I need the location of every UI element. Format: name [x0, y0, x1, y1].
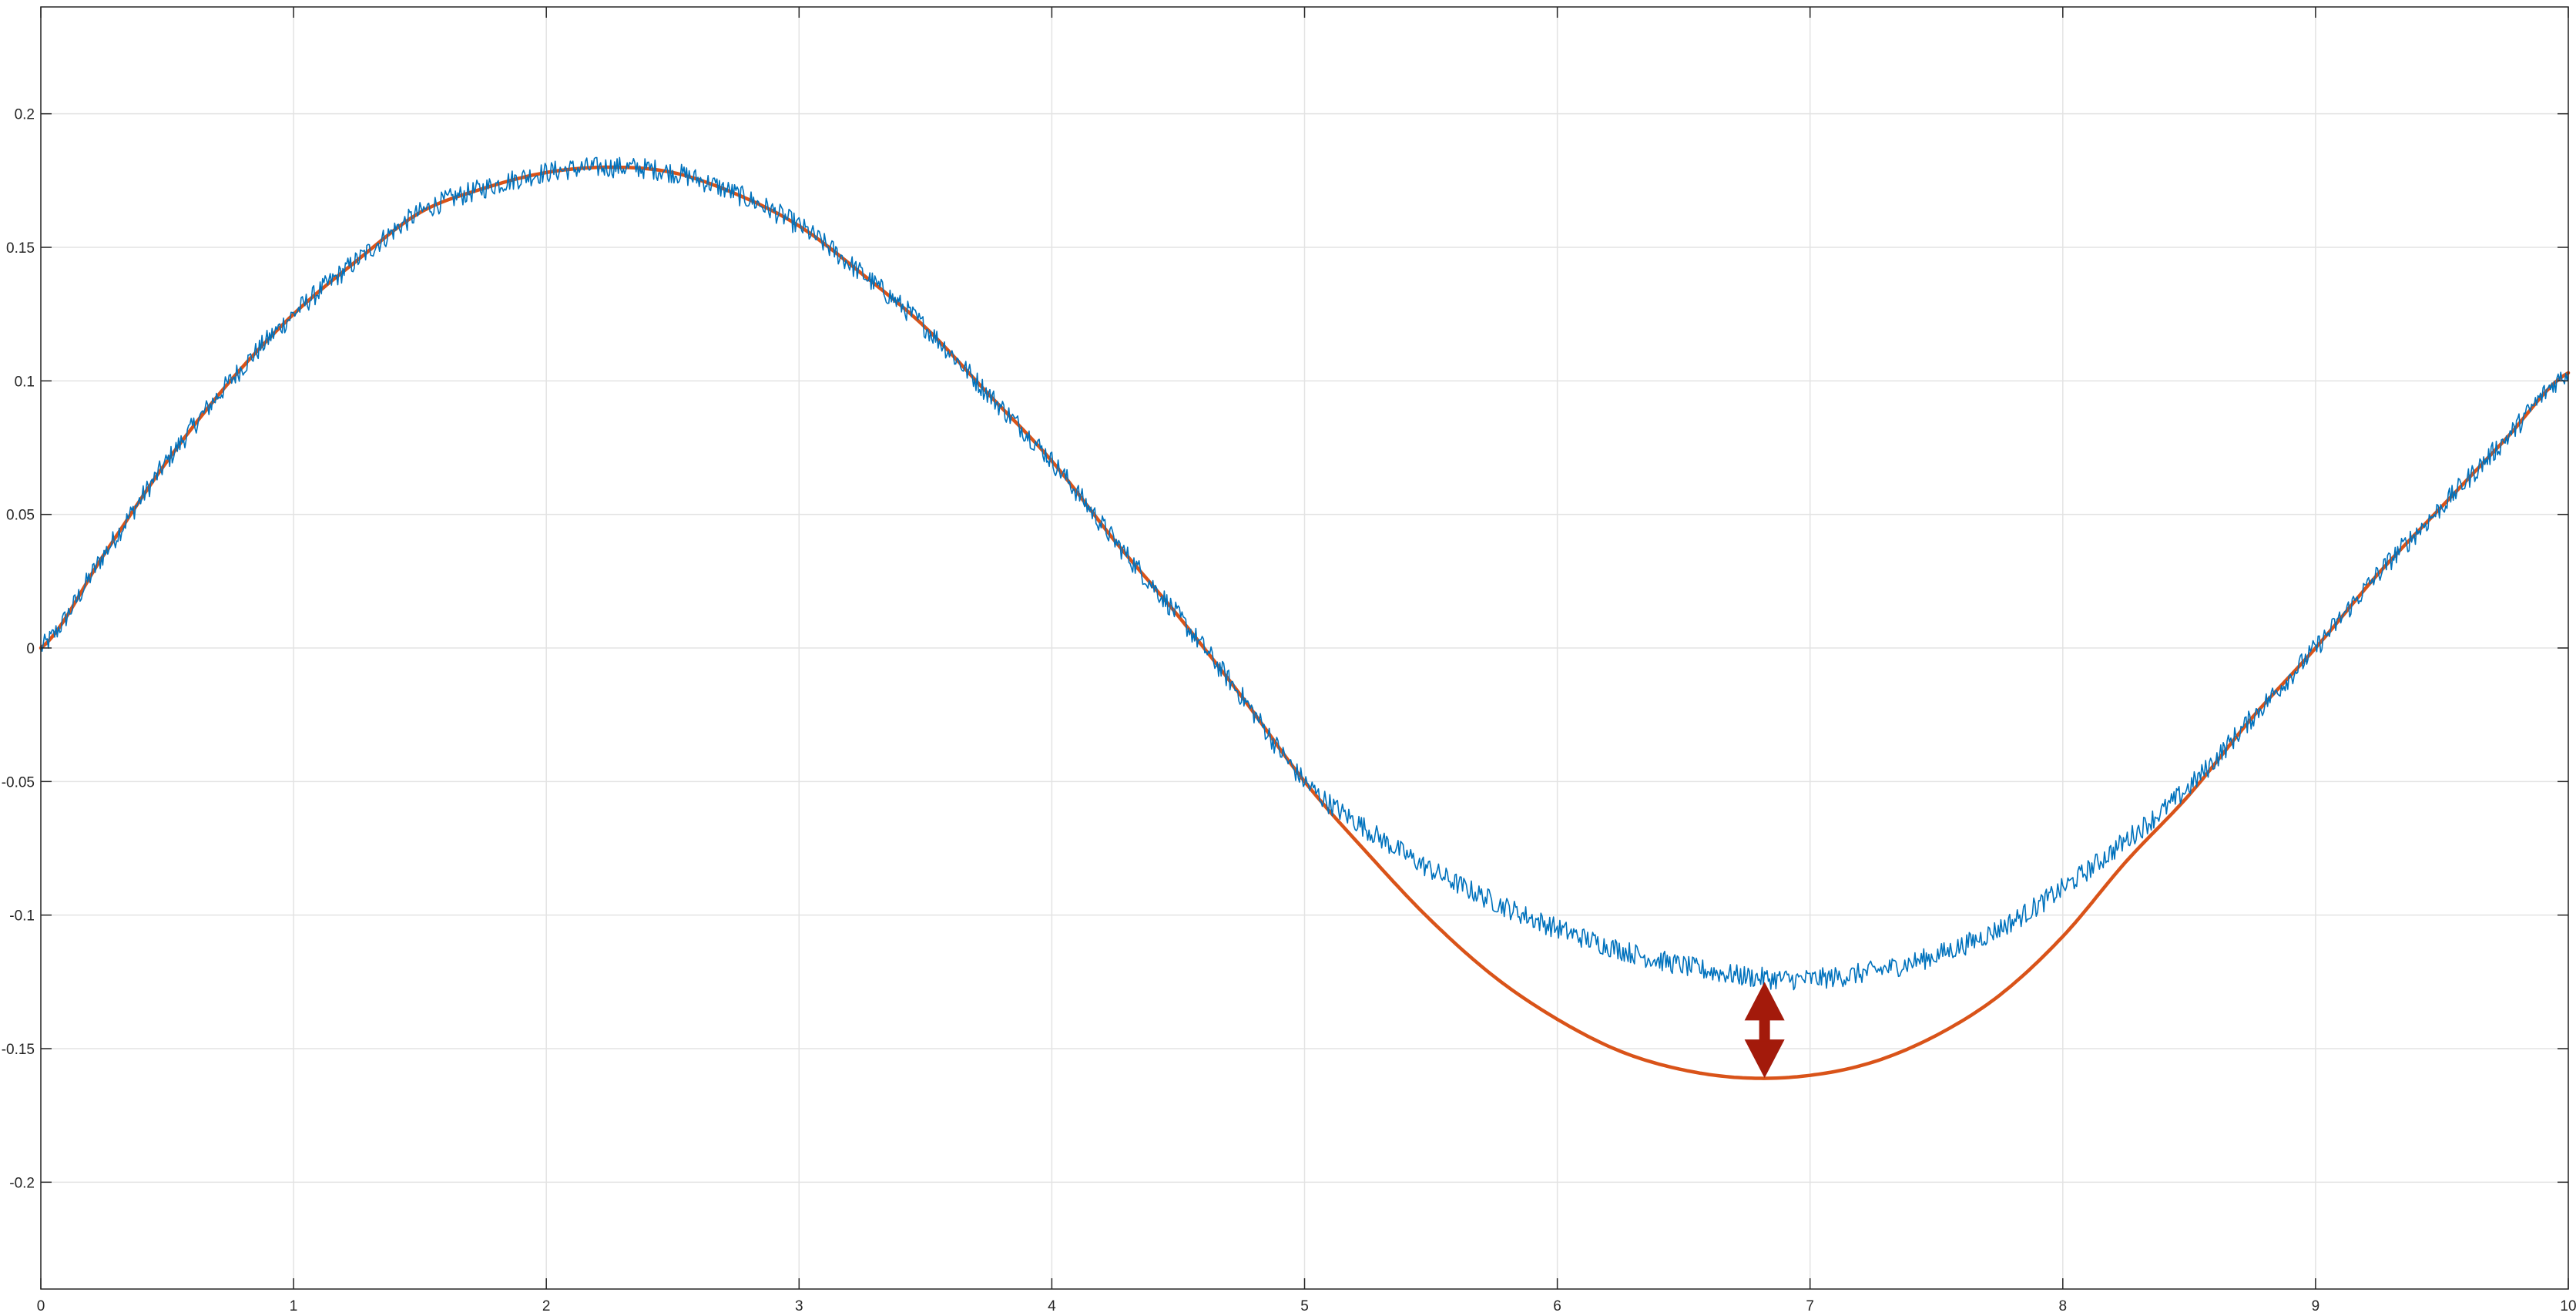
y-tick-label: -0.2 — [9, 1175, 35, 1191]
y-tick-label: 0 — [26, 641, 35, 657]
y-tick-label: -0.05 — [2, 774, 35, 791]
y-tick-label: -0.15 — [2, 1042, 35, 1058]
annotation-layer — [1744, 982, 1785, 1079]
x-tick-label: 5 — [1300, 1298, 1309, 1314]
x-tick-label: 9 — [2312, 1298, 2320, 1314]
x-tick-label: 4 — [1048, 1298, 1056, 1314]
y-tick-label: 0.05 — [6, 508, 35, 524]
x-tick-label: 10 — [2560, 1298, 2576, 1314]
x-tick-label: 0 — [37, 1298, 45, 1314]
y-tick-label: 0.15 — [6, 240, 35, 257]
x-tick-label: 1 — [290, 1298, 298, 1314]
y-tick-label: 0.1 — [15, 374, 35, 390]
arrow-head-down — [1744, 1039, 1785, 1079]
arrow-head-up — [1744, 982, 1785, 1021]
noisy-signal-series — [40, 156, 2569, 991]
x-tick-label: 2 — [542, 1298, 551, 1314]
x-tick-label: 3 — [795, 1298, 803, 1314]
series-layer — [39, 156, 2571, 1080]
y-tick-label: 0.2 — [15, 107, 35, 123]
ticks: 0 1 2 3 4 5 6 7 8 9 10 0.2 0.15 0.1 0.05 0 -0.05 -0.1 -0.1… — [2, 7, 2576, 1314]
x-tick-label: 7 — [1806, 1298, 1814, 1314]
x-tick-label: 6 — [1553, 1298, 1561, 1314]
y-tick-label: -0.1 — [9, 908, 35, 925]
x-tick-label: 8 — [2059, 1298, 2068, 1314]
